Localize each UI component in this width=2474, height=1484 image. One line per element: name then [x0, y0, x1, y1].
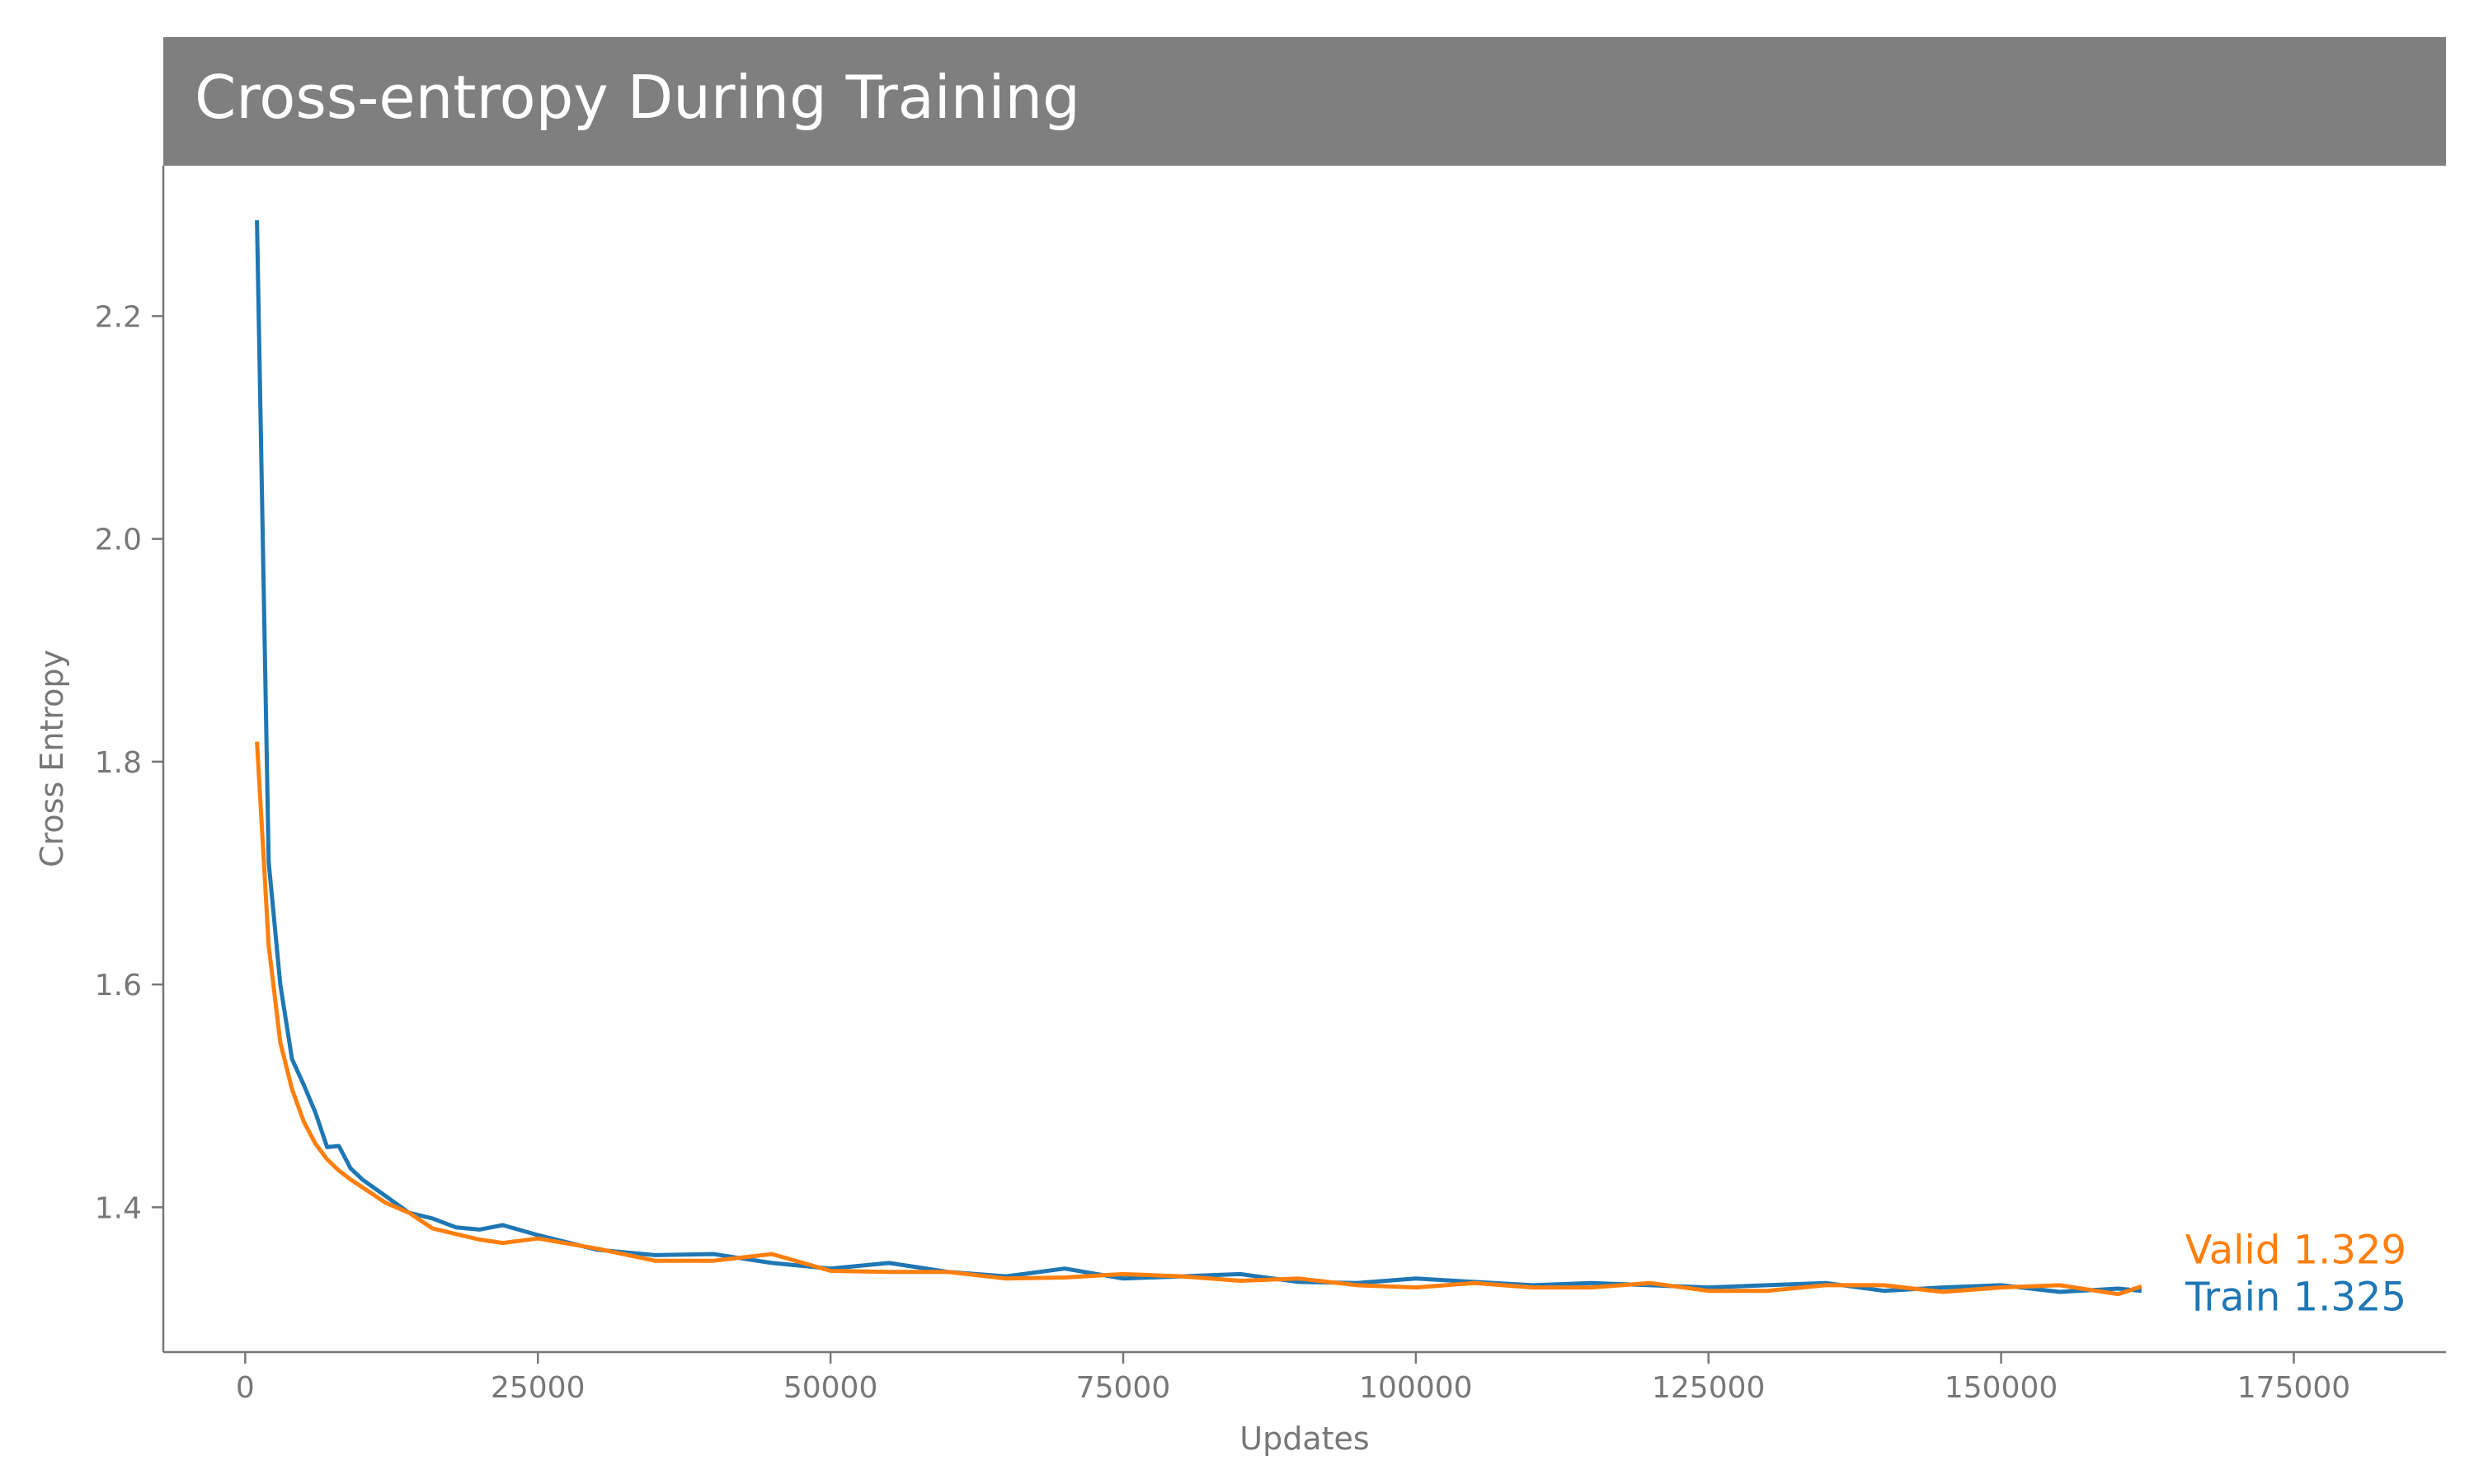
series-lines — [255, 220, 2142, 1297]
end-label-train: Train 1.325 — [2185, 1275, 2406, 1321]
x-tick-label: 0 — [236, 1371, 255, 1405]
end-label-valid: Valid 1.329 — [2185, 1227, 2406, 1273]
x-tick-label: 125000 — [1652, 1371, 1765, 1405]
x-tick-label: 75000 — [1076, 1371, 1171, 1405]
y-tick-label: 2.0 — [95, 524, 142, 557]
x-axis-label: Updates — [1239, 1421, 1369, 1457]
series-line-valid — [255, 741, 2142, 1297]
x-tick-label: 100000 — [1359, 1371, 1472, 1405]
y-tick-label: 1.4 — [95, 1191, 142, 1225]
x-tick-label: 25000 — [491, 1371, 586, 1405]
y-tick-label: 1.8 — [95, 746, 142, 780]
y-tick-label: 2.2 — [95, 300, 142, 334]
x-tick-label: 150000 — [1945, 1371, 2058, 1405]
plot-axes — [162, 166, 2446, 1354]
x-axis-ticks: 0 25000 50000 75000 100000 125000 150000 175000 — [236, 1352, 2350, 1405]
chart-title: Cross-entropy During Training — [195, 63, 1080, 132]
y-tick-label: 1.6 — [95, 969, 142, 1003]
x-tick-label: 50000 — [783, 1371, 878, 1405]
chart-title-bar — [163, 37, 2446, 166]
x-tick-label: 175000 — [2237, 1371, 2350, 1405]
y-axis-ticks: 1.4 1.6 1.8 2.0 2.2 — [95, 300, 163, 1225]
y-axis-label: Cross Entropy — [34, 650, 70, 867]
series-line-train — [255, 220, 2142, 1294]
